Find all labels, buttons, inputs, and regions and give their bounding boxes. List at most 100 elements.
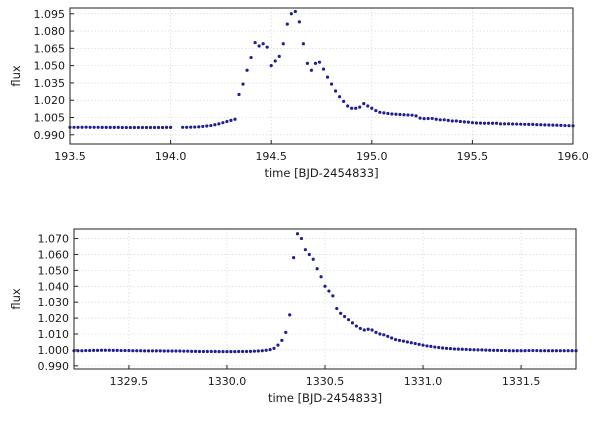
top-data-point (140, 125, 145, 130)
top-data-point (205, 124, 209, 128)
bottom-data-point (527, 348, 531, 353)
top-data-point (462, 120, 466, 124)
bottom-light-curve-panel: 1329.5 1330.0 1330.5 1331.0 1331.5 0.990 1.000… (9, 228, 578, 405)
bottom-data-point (511, 349, 515, 353)
top-data-point (325, 75, 330, 79)
bottom-data-point (127, 348, 131, 353)
bottom-data-point (115, 348, 119, 352)
bottom-data-point (386, 334, 390, 338)
top-data-point (285, 22, 289, 26)
bottom-data-point (331, 294, 335, 298)
bottom-data-point (393, 337, 398, 342)
top-data-point (498, 122, 503, 126)
bottom-data-point (292, 256, 296, 260)
bottom-data-point (492, 348, 496, 352)
bottom-data-point (484, 348, 488, 352)
bottom-data-point (362, 328, 366, 332)
bottom-data-point (280, 338, 284, 342)
bottom-data-point (437, 345, 441, 350)
top-y-tick-label: 1.005 (34, 111, 66, 124)
bottom-data-point (417, 342, 421, 346)
bottom-data-point (480, 348, 484, 352)
top-data-point (185, 125, 189, 129)
bottom-data-point (142, 349, 147, 353)
top-data-point (358, 105, 362, 109)
bottom-data-point (476, 348, 480, 352)
bottom-data-point (221, 350, 225, 354)
bottom-data-point (217, 350, 221, 354)
bottom-data-point (539, 349, 543, 353)
top-data-point (273, 59, 277, 63)
top-y-tick-label: 1.095 (34, 8, 66, 21)
top-data-point (116, 125, 120, 130)
bottom-data-point (570, 349, 574, 353)
top-data-point (519, 122, 523, 126)
bottom-data-point (468, 347, 472, 352)
top-data-point (136, 125, 141, 130)
top-y-tick-label: 1.020 (34, 94, 66, 107)
top-x-tick-label: 193.5 (54, 150, 86, 163)
top-data-point (152, 125, 157, 130)
top-data-point (156, 125, 161, 130)
bottom-data-point (158, 349, 162, 353)
top-data-point (181, 125, 185, 129)
bottom-data-point (335, 306, 339, 311)
top-data-point (478, 121, 483, 125)
bottom-data-point (260, 349, 264, 353)
top-data-point (169, 125, 173, 130)
bottom-data-point (233, 350, 237, 354)
bottom-data-point (433, 345, 437, 349)
bottom-data-point (150, 349, 155, 353)
bottom-data-point (535, 348, 539, 353)
top-data-point (474, 121, 479, 125)
top-y-tick-label: 0.990 (34, 129, 66, 142)
top-data-point (88, 125, 92, 129)
top-y-tick-label: 1.065 (34, 42, 66, 55)
bottom-data-point (315, 267, 319, 271)
bottom-data-point (146, 349, 151, 353)
bottom-data-point (237, 349, 241, 354)
bottom-data-point (111, 348, 115, 352)
bottom-data-point (123, 348, 127, 353)
top-data-point (567, 124, 571, 128)
bottom-data-point (272, 346, 276, 350)
bottom-data-point (546, 349, 551, 353)
bottom-data-point (295, 232, 300, 236)
top-data-point (293, 9, 297, 14)
bottom-data-point (343, 314, 347, 319)
bottom-data-point (154, 349, 158, 353)
top-data-point (370, 106, 374, 110)
bottom-data-point (186, 349, 190, 353)
top-data-point (321, 67, 326, 71)
top-data-point (144, 125, 149, 130)
bottom-y-tick-label: 1.060 (38, 248, 70, 261)
bottom-data-point (84, 348, 88, 353)
top-data-point (402, 113, 406, 117)
bottom-data-point (276, 343, 280, 347)
bottom-data-point (288, 313, 292, 317)
top-data-point (350, 106, 354, 110)
top-data-point (410, 113, 414, 117)
bottom-data-point (452, 347, 457, 351)
top-data-point (164, 125, 169, 130)
bottom-data-point (441, 346, 445, 350)
top-data-point (442, 118, 446, 122)
top-data-point (96, 125, 100, 129)
top-data-point (253, 40, 257, 45)
bottom-data-point (92, 348, 96, 352)
bottom-y-axis-label: flux (9, 288, 23, 310)
bottom-data-points (72, 232, 578, 354)
bottom-x-tick-label: 1331.5 (502, 375, 541, 388)
top-data-point (317, 60, 322, 64)
bottom-data-point (405, 340, 409, 344)
bottom-data-point (346, 318, 351, 322)
bottom-x-axis-label: time [BJD-2454833] (268, 391, 382, 405)
bottom-data-point (323, 284, 327, 288)
top-data-point (374, 108, 378, 113)
top-data-point (502, 122, 507, 126)
top-data-point (277, 54, 281, 59)
top-data-point (394, 112, 398, 116)
top-data-point (193, 125, 197, 129)
top-data-point (362, 102, 366, 106)
